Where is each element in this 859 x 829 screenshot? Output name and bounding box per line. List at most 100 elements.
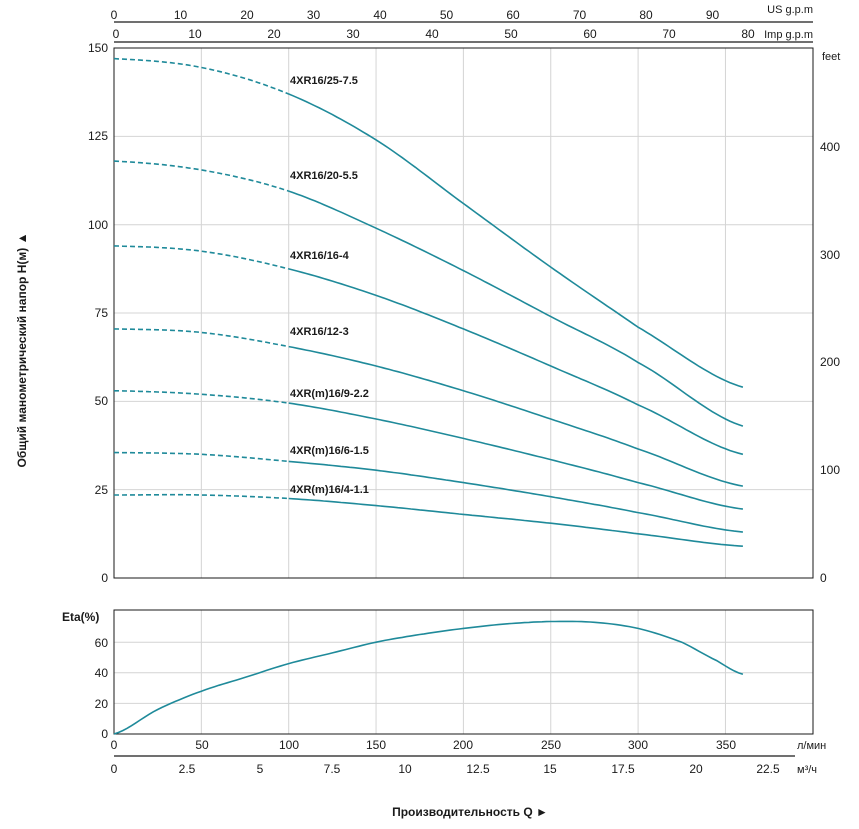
head-axis-title: Общий манометрический напор H(м) ▲ [15,233,29,468]
curve-label: 4XR16/12-3 [290,326,349,338]
head-curve-solid [288,345,744,487]
lmin-tick-label: 250 [541,738,561,752]
lmin-tick-label: 0 [111,738,118,752]
imp-tick-label: 50 [504,27,518,41]
imp-tick-label: 30 [346,27,360,41]
lmin-tick-label: 100 [279,738,299,752]
curve-label: 4XR16/20-5.5 [290,170,358,182]
head-curve-dashed [113,57,290,95]
eta-tick-label: 60 [95,636,109,650]
us-gpm-unit: US g.p.m [767,4,813,16]
imp-tick-label: 70 [662,27,676,41]
head-tick-label: 0 [101,571,108,585]
m3h-tick-label: 7.5 [324,762,341,776]
m3h-unit: м³/ч [797,764,817,776]
eta-plot-frame [113,609,814,735]
lmin-tick-label: 150 [366,738,386,752]
head-plot-panel: 0 25 50 75 100 125 150 feet 0 100 200 30… [15,41,840,585]
us-tick-label: 50 [440,8,454,22]
imp-tick-label: 80 [741,27,755,41]
curve-label: 4XR16/16-4 [290,250,350,262]
feet-tick-label: 400 [820,140,840,154]
curve-label: 4XR16/25-7.5 [290,75,358,87]
feet-tick-labels: feet 0 100 200 300 400 [820,51,840,585]
head-curve-solid [288,460,743,533]
eta-curve [113,620,744,735]
eta-tick-label: 20 [95,697,109,711]
us-tick-label: 30 [307,8,321,22]
head-tick-label: 100 [88,218,108,232]
eta-tick-label: 40 [95,666,109,680]
us-tick-label: 0 [111,8,118,22]
m3h-tick-label: 15 [543,762,557,776]
head-curve-dashed [114,451,289,463]
us-tick-label: 40 [373,8,387,22]
head-tick-label: 75 [95,306,109,320]
imp-tick-label: 60 [583,27,597,41]
eta-plot-panel: Eta(%) 0 20 40 60 [62,609,814,741]
head-curve-dashed [113,160,289,192]
imp-tick-label: 0 [113,27,120,41]
us-tick-label: 60 [506,8,520,22]
curve-label: 4XR(m)16/6-1.5 [290,445,369,457]
feet-tick-label: 0 [820,571,827,585]
head-tick-labels: 0 25 50 75 100 125 150 [88,41,108,585]
imp-tick-label: 10 [188,27,202,41]
head-gridlines [114,48,813,578]
imp-tick-label: 20 [267,27,281,41]
head-curves [113,57,744,547]
head-plot-frame [113,47,814,579]
feet-tick-label: 200 [820,355,840,369]
imp-tick-label: 40 [425,27,439,41]
head-tick-label: 50 [95,394,109,408]
head-curve-solid [288,268,744,456]
imp-gpm-unit: Imp g.p.m [764,29,813,41]
flow-axis-title: Производительность Q ► [392,805,548,819]
m3h-tick-label: 5 [257,762,264,776]
eta-tick-labels: 0 20 40 60 [95,636,109,741]
lmin-tick-labels: 0 50 100 150 200 250 300 350 л/мин [111,738,827,752]
lmin-tick-label: 200 [453,738,473,752]
m3h-tick-label: 2.5 [179,762,196,776]
us-tick-label: 80 [639,8,653,22]
head-curve-dashed [113,328,289,348]
lmin-unit: л/мин [797,740,826,752]
head-curve-solid [288,402,744,510]
curve-labels: 4XR16/25-7.5 4XR16/20-5.5 4XR16/16-4 4XR… [290,75,369,496]
us-tick-label: 10 [174,8,188,22]
us-tick-label: 70 [573,8,587,22]
lmin-tick-label: 300 [628,738,648,752]
m3h-tick-label: 12.5 [466,762,490,776]
head-curve-dashed [114,493,289,500]
eta-curve-line [113,620,744,735]
eta-tick-label: 0 [101,727,108,741]
eta-axis-title: Eta(%) [62,610,99,624]
us-tick-label: 90 [706,8,720,22]
head-curve-dashed [113,245,289,270]
m3h-tick-label: 20 [689,762,703,776]
m3h-tick-label: 10 [398,762,412,776]
eta-gridlines [114,610,813,734]
curve-label: 4XR(m)16/4-1.1 [290,484,369,496]
lmin-tick-label: 50 [195,738,209,752]
curve-label: 4XR(m)16/9-2.2 [290,388,369,400]
head-tick-label: 25 [95,483,109,497]
head-curve-solid [288,93,744,388]
us-gpm-tick-labels: 0 10 20 30 40 50 60 70 80 90 [111,8,720,22]
feet-tick-label: 300 [820,248,840,262]
us-tick-label: 20 [240,8,254,22]
head-tick-label: 125 [88,129,108,143]
head-curve-dashed [114,390,289,404]
m3h-tick-labels: 0 2.5 5 7.5 10 12.5 15 17.5 20 22.5 м³/ч [111,762,817,776]
top-axes: US g.p.m Imp g.p.m 0 10 20 30 40 50 60 7… [111,4,813,43]
feet-unit: feet [822,51,840,63]
bottom-axes: 0 50 100 150 200 250 300 350 л/мин 0 2.5… [111,738,827,819]
head-curve-solid [288,190,744,427]
head-tick-label: 150 [88,41,108,55]
head-curve-solid [288,497,743,547]
lmin-tick-label: 350 [716,738,736,752]
m3h-tick-label: 0 [111,762,118,776]
m3h-tick-label: 17.5 [611,762,635,776]
feet-tick-label: 100 [820,463,840,477]
